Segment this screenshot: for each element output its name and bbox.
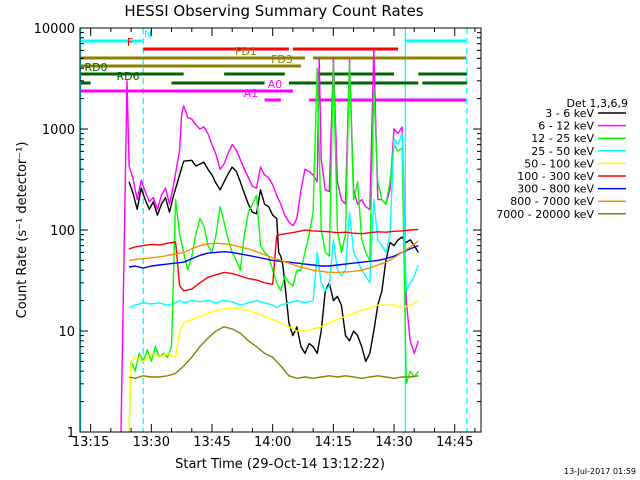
axis-ticks: 13:15 13:30 13:45 14:00 14:15 14:30 14:45 1 10 10… <box>34 22 481 450</box>
series-line <box>128 240 419 274</box>
x-tick-label: 13:45 <box>193 435 230 450</box>
generation-timestamp: 13-Jul-2017 01:59 <box>564 467 636 476</box>
series-line <box>128 62 419 432</box>
y-tick-label: 10 <box>58 325 75 340</box>
flag-label: A1 <box>244 87 259 100</box>
series-line <box>128 326 419 379</box>
flag-label: FD1 <box>235 45 257 58</box>
chart-title: HESSI Observing Summary Count Rates <box>124 2 423 20</box>
y-tick-label: 1 <box>67 426 75 441</box>
flag-label: RD0 <box>84 61 107 74</box>
x-tick-label: 14:45 <box>436 435 473 450</box>
legend-title: Det 1,3,6,9 <box>566 97 628 110</box>
legend-entry-label: 100 - 300 keV <box>517 170 594 183</box>
y-tick-label: 10000 <box>34 22 75 37</box>
legend-entry-label: 6 - 12 keV <box>538 120 594 133</box>
y-tick-label: 100 <box>50 224 75 239</box>
series-line <box>128 228 419 292</box>
legend-entry-label: 300 - 800 keV <box>517 183 594 196</box>
flag-label: FD3 <box>271 53 293 66</box>
series-lines <box>120 49 419 432</box>
y-axis-label: Count Rate (s⁻¹ detector⁻¹) <box>15 142 30 319</box>
x-axis-label: Start Time (29-Oct-14 13:12:22) <box>175 457 385 472</box>
y-tick-label: 1000 <box>42 123 75 138</box>
series-line <box>128 299 419 432</box>
series-line <box>128 159 419 363</box>
x-tick-label: 13:15 <box>72 435 109 450</box>
series-line <box>120 49 419 432</box>
flag-label: A0 <box>268 78 283 91</box>
legend-entry-label: 7000 - 20000 keV <box>496 208 594 221</box>
flag-label: RD6 <box>116 70 139 83</box>
flag-label: F <box>127 36 133 49</box>
x-tick-label: 14:15 <box>315 435 352 450</box>
x-tick-label: 14:00 <box>254 435 291 450</box>
series-line <box>128 132 419 309</box>
flag-bars: NF FD1 FD3 RD0 RD6 A0 A1 <box>81 28 467 102</box>
series-line <box>128 244 419 269</box>
legend-entry-label: 12 - 25 keV <box>531 132 594 145</box>
legend-entry-label: 800 - 7000 keV <box>510 195 594 208</box>
flag-label: N <box>144 28 152 41</box>
x-tick-label: 13:30 <box>133 435 170 450</box>
x-tick-label: 14:30 <box>375 435 412 450</box>
legend-entry-label: 3 - 6 keV <box>545 107 594 120</box>
legend-entry-label: 50 - 100 keV <box>524 157 594 170</box>
legend-entry-label: 25 - 50 keV <box>531 145 594 158</box>
